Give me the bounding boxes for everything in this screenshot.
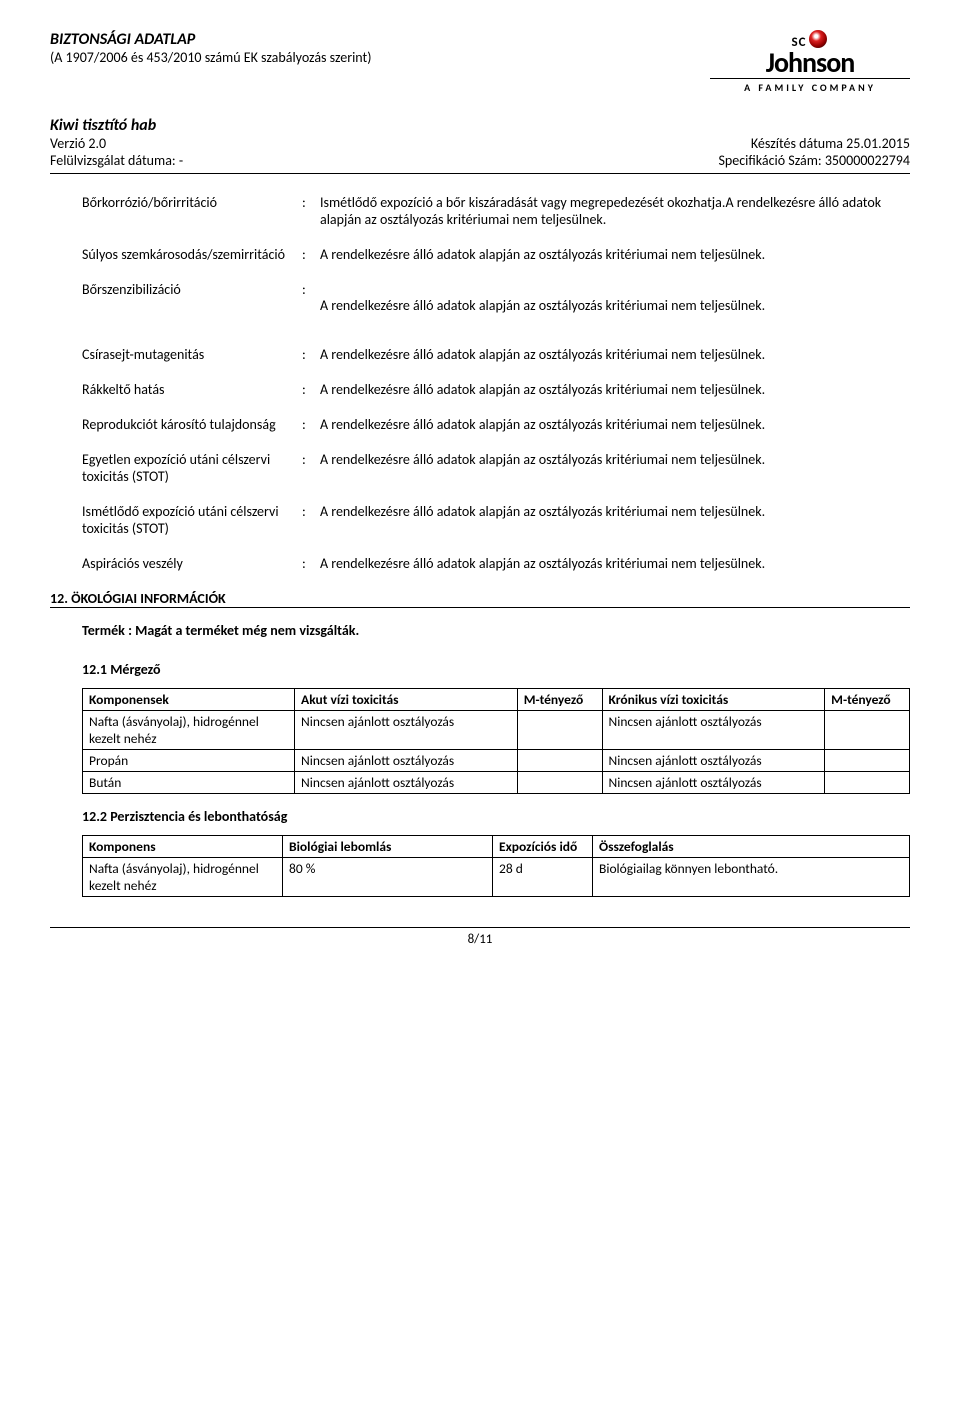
persistence-table: Komponens Biológiai lebomlás Expozíciós … <box>82 835 910 897</box>
table-cell <box>825 750 910 772</box>
prop-colon: : <box>302 194 320 228</box>
doc-title: BIZTONSÁGI ADATLAP <box>50 30 710 49</box>
table-header-row: Komponens Biológiai lebomlás Expozíciós … <box>83 836 910 858</box>
prop-colon: : <box>302 346 320 363</box>
prop-label: Ismétlődő expozíció utáni célszervi toxi… <box>82 503 302 537</box>
table-cell: Nincsen ajánlott osztályozás <box>295 750 518 772</box>
prop-value: A rendelkezésre álló adatok alapján az o… <box>320 246 910 263</box>
table-cell: Nafta (ásványolaj), hidrogénnel kezelt n… <box>83 711 295 750</box>
table-cell <box>517 711 602 750</box>
table-header-row: Komponensek Akut vízi toxicitás M-tényez… <box>83 689 910 711</box>
table-cell: Nincsen ajánlott osztályozás <box>602 750 825 772</box>
prop-value: A rendelkezésre álló adatok alapján az o… <box>320 451 910 485</box>
header-divider <box>50 173 910 174</box>
prop-row: Súlyos szemkárosodás/szemirritáció : A r… <box>82 246 910 263</box>
table-cell: Nincsen ajánlott osztályozás <box>295 711 518 750</box>
prop-colon: : <box>302 416 320 433</box>
logo: SC Johnson A FAMILY COMPANY <box>710 30 910 94</box>
table-cell <box>517 750 602 772</box>
prop-row: Ismétlődő expozíció utáni célszervi toxi… <box>82 503 910 537</box>
prop-value: A rendelkezésre álló adatok alapján az o… <box>320 416 910 433</box>
logo-johnson-text: Johnson <box>710 50 910 75</box>
meta-row-1: Verzió 2.0 Készítés dátuma 25.01.2015 <box>50 135 910 152</box>
prop-row: Bőrkorrózió/bőrirritáció : Ismétlődő exp… <box>82 194 910 228</box>
table-cell: Nafta (ásványolaj), hidrogénnel kezelt n… <box>83 858 283 897</box>
prop-row: Csírasejt-mutagenitás : A rendelkezésre … <box>82 346 910 363</box>
table-cell <box>825 772 910 794</box>
table-row: Nafta (ásványolaj), hidrogénnel kezelt n… <box>83 711 910 750</box>
table-row: Bután Nincsen ajánlott osztályozás Nincs… <box>83 772 910 794</box>
review-label: Felülvizsgálat dátuma: - <box>50 152 183 169</box>
table-cell: 80 % <box>283 858 493 897</box>
col-header: Akut vízi toxicitás <box>295 689 518 711</box>
subsection-12-2: 12.2 Perzisztencia és lebonthatóság <box>82 808 910 825</box>
col-header: Összefoglalás <box>593 836 910 858</box>
col-header: Expozíciós idő <box>493 836 593 858</box>
subsection-12-1: 12.1 Mérgező <box>82 661 910 678</box>
table-cell: Nincsen ajánlott osztályozás <box>295 772 518 794</box>
prop-label: Reprodukciót károsító tulajdonság <box>82 416 302 433</box>
date-label: Készítés dátuma 25.01.2015 <box>751 135 910 152</box>
prop-colon: : <box>302 503 320 537</box>
header-left: BIZTONSÁGI ADATLAP (A 1907/2006 és 453/2… <box>50 30 710 66</box>
properties-group-2: Csírasejt-mutagenitás : A rendelkezésre … <box>82 346 910 572</box>
table-row: Propán Nincsen ajánlott osztályozás Ninc… <box>83 750 910 772</box>
prop-colon: : <box>302 246 320 263</box>
prop-row: Reprodukciót károsító tulajdonság : A re… <box>82 416 910 433</box>
prop-label: Bőrszenzibilizáció <box>82 281 302 314</box>
prop-label: Rákkeltő hatás <box>82 381 302 398</box>
product-test-note: Termék : Magát a terméket még nem vizsgá… <box>82 622 910 639</box>
table-cell: Biológiailag könnyen lebontható. <box>593 858 910 897</box>
table-cell: Nincsen ajánlott osztályozás <box>602 711 825 750</box>
prop-label: Csírasejt-mutagenitás <box>82 346 302 363</box>
logo-tagline: A FAMILY COMPANY <box>710 81 910 94</box>
prop-label: Súlyos szemkárosodás/szemirritáció <box>82 246 302 263</box>
prop-value: A rendelkezésre álló adatok alapján az o… <box>320 281 910 314</box>
prop-value: A rendelkezésre álló adatok alapján az o… <box>320 503 910 537</box>
col-header: M-tényező <box>825 689 910 711</box>
prop-colon: : <box>302 281 320 314</box>
section-12-title: 12. ÖKOLÓGIAI INFORMÁCIÓK <box>50 590 910 607</box>
col-header: Biológiai lebomlás <box>283 836 493 858</box>
prop-label: Egyetlen expozíció utáni célszervi toxic… <box>82 451 302 485</box>
toxicity-table: Komponensek Akut vízi toxicitás M-tényez… <box>82 688 910 794</box>
prop-row: Bőrszenzibilizáció : A rendelkezésre áll… <box>82 281 910 314</box>
prop-value: A rendelkezésre álló adatok alapján az o… <box>320 381 910 398</box>
prop-label: Aspirációs veszély <box>82 555 302 572</box>
prop-colon: : <box>302 381 320 398</box>
product-name: Kiwi tisztító hab <box>50 116 910 135</box>
table-cell <box>517 772 602 794</box>
table-cell: Bután <box>83 772 295 794</box>
product-test-note-text: Termék : Magát a terméket még nem vizsgá… <box>82 622 359 639</box>
prop-label: Bőrkorrózió/bőrirritáció <box>82 194 302 228</box>
table-cell: Propán <box>83 750 295 772</box>
doc-subtitle: (A 1907/2006 és 453/2010 számú EK szabál… <box>50 49 710 66</box>
page-number: 8/11 <box>50 927 910 947</box>
product-block: Kiwi tisztító hab Verzió 2.0 Készítés dá… <box>50 116 910 169</box>
col-header: M-tényező <box>517 689 602 711</box>
prop-row: Rákkeltő hatás : A rendelkezésre álló ad… <box>82 381 910 398</box>
prop-row: Egyetlen expozíció utáni célszervi toxic… <box>82 451 910 485</box>
prop-value: Ismétlődő expozíció a bőr kiszáradását v… <box>320 194 910 228</box>
col-header: Komponens <box>83 836 283 858</box>
table-cell <box>825 711 910 750</box>
prop-colon: : <box>302 555 320 572</box>
prop-row: Aspirációs veszély : A rendelkezésre áll… <box>82 555 910 572</box>
spec-label: Specifikáció Szám: 350000022794 <box>719 152 911 169</box>
version-label: Verzió 2.0 <box>50 135 106 152</box>
table-row: Nafta (ásványolaj), hidrogénnel kezelt n… <box>83 858 910 897</box>
meta-row-2: Felülvizsgálat dátuma: - Specifikáció Sz… <box>50 152 910 169</box>
prop-colon: : <box>302 451 320 485</box>
section-12-divider <box>50 607 910 608</box>
table-cell: Nincsen ajánlott osztályozás <box>602 772 825 794</box>
spacer <box>50 332 910 346</box>
col-header: Krónikus vízi toxicitás <box>602 689 825 711</box>
prop-value: A rendelkezésre álló adatok alapján az o… <box>320 555 910 572</box>
table-cell: 28 d <box>493 858 593 897</box>
col-header: Komponensek <box>83 689 295 711</box>
properties-group-1: Bőrkorrózió/bőrirritáció : Ismétlődő exp… <box>82 194 910 314</box>
page-header: BIZTONSÁGI ADATLAP (A 1907/2006 és 453/2… <box>50 30 910 94</box>
prop-value: A rendelkezésre álló adatok alapján az o… <box>320 346 910 363</box>
